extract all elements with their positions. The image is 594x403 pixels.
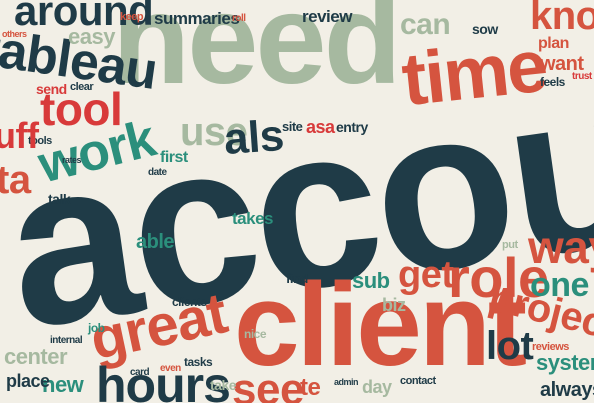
- word-uff: uff: [0, 115, 39, 156]
- word-find: find: [286, 271, 308, 286]
- word-day: day: [362, 377, 392, 397]
- word-feels: feels: [540, 75, 565, 89]
- word-plan: plan: [538, 35, 569, 52]
- word-nice: nice: [244, 327, 267, 341]
- word-trust: trust: [572, 71, 592, 82]
- word-review: review: [302, 7, 352, 26]
- word-even: even: [160, 363, 181, 374]
- word-see: see: [232, 365, 304, 403]
- word-summaries: summaries: [154, 9, 240, 28]
- word-talk: talk: [48, 191, 71, 207]
- word-center: center: [4, 344, 68, 369]
- word-others: others: [2, 29, 27, 39]
- word-sub: sub: [352, 268, 390, 293]
- word-want: want: [540, 53, 584, 75]
- word-te: te: [300, 374, 321, 401]
- word-asa: asa: [306, 117, 335, 137]
- word-always: always: [540, 379, 594, 401]
- word-ta: ta: [0, 158, 31, 202]
- word-hours: hours: [96, 357, 231, 403]
- word-site: site: [282, 119, 303, 134]
- word-keep: keep: [120, 11, 144, 23]
- word-place: place: [6, 371, 50, 391]
- word-system: system: [536, 350, 594, 375]
- word-clients: clients: [172, 295, 207, 309]
- word-takes: takes: [232, 209, 273, 228]
- word-easy: easy: [68, 24, 115, 49]
- word-first: first: [160, 149, 188, 166]
- word-put: put: [502, 239, 518, 251]
- word-tools: tools: [28, 135, 52, 147]
- word-job: job: [88, 321, 105, 335]
- word-clear: clear: [70, 81, 94, 93]
- word-admin: admin: [334, 377, 359, 387]
- word-entry: entry: [336, 119, 368, 135]
- word-tasks: tasks: [184, 355, 213, 369]
- word-lot: lot: [486, 324, 534, 368]
- word-can: can: [400, 8, 451, 41]
- word-time: time: [398, 23, 551, 122]
- word-way: way: [528, 221, 594, 273]
- word-als: als: [222, 110, 286, 165]
- word-one: one: [530, 266, 589, 304]
- word-need: need: [112, 0, 402, 111]
- word-date: date: [148, 167, 167, 178]
- word-client: client: [234, 259, 527, 391]
- word-role: role: [448, 246, 549, 309]
- word-use: use: [180, 110, 248, 154]
- word-sow: sow: [472, 21, 498, 37]
- word-biz: biz: [382, 295, 406, 315]
- word-take: take: [210, 377, 237, 393]
- word-card: card: [130, 367, 150, 378]
- word-able: able: [136, 231, 175, 253]
- word-reviews: reviews: [532, 341, 569, 353]
- word-send: send: [36, 81, 67, 97]
- word-around: around: [14, 0, 154, 34]
- word-get: get: [398, 254, 454, 296]
- word-roll: roll: [232, 13, 246, 24]
- word-new: new: [42, 372, 84, 397]
- word-tool: tool: [40, 83, 123, 135]
- word-contact: contact: [400, 375, 436, 387]
- word-internal: internal: [50, 335, 83, 346]
- word-rates: rates: [62, 155, 82, 165]
